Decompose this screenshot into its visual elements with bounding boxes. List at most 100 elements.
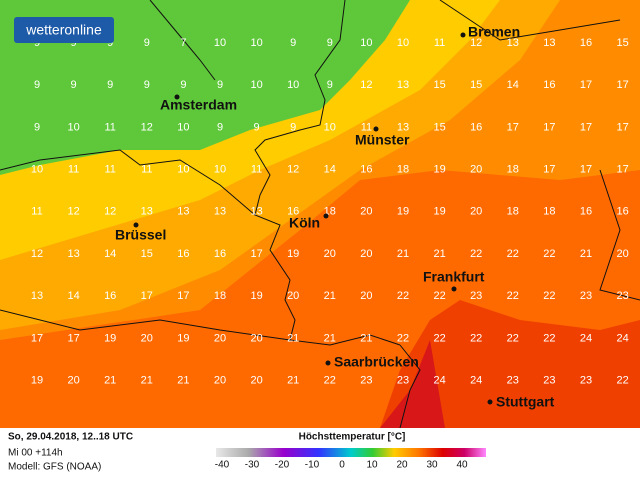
legend-title: Höchsttemperatur [°C] (299, 432, 406, 443)
legend-tick-label: 40 (456, 460, 468, 471)
grid-value: 16 (580, 37, 592, 49)
logo: wetteronline (14, 17, 114, 43)
grid-value: 19 (177, 332, 189, 344)
grid-value: 20 (616, 248, 628, 260)
grid-value: 11 (31, 206, 42, 218)
run: Mi 00 +114h (8, 448, 63, 459)
grid-value: 13 (507, 37, 519, 49)
grid-value: 17 (177, 290, 189, 302)
grid-value: 18 (507, 164, 519, 176)
city-label: Köln (289, 215, 320, 231)
grid-value: 11 (104, 121, 115, 133)
grid-value: 19 (287, 248, 299, 260)
grid-value: 21 (287, 375, 299, 387)
grid-value: 23 (580, 375, 592, 387)
grid-value: 12 (470, 37, 482, 49)
city-label: Amsterdam (160, 97, 237, 113)
grid-value: 22 (507, 290, 519, 302)
grid-value: 10 (324, 121, 336, 133)
grid-value: 12 (31, 248, 43, 260)
legend-bar (216, 448, 486, 457)
grid-value: 17 (507, 121, 519, 133)
grid-value: 12 (141, 121, 153, 133)
grid-value: 9 (217, 121, 223, 133)
grid-value: 19 (250, 290, 262, 302)
grid-value: 11 (141, 164, 152, 176)
city-label: Bremen (468, 24, 520, 40)
grid-value: 21 (287, 332, 299, 344)
cities: Bremen Amsterdam Münster Köln Brüssel Frankfu… (115, 24, 555, 410)
grid-value: 17 (67, 332, 79, 344)
grid-value: 19 (31, 375, 43, 387)
model: Modell: GFS (NOAA) (8, 462, 101, 473)
grid-value: 9 (254, 121, 260, 133)
grid-value: 9 (327, 37, 333, 49)
grid-value: 12 (360, 79, 372, 91)
grid-value: 16 (543, 79, 555, 91)
grid-value: 17 (31, 332, 43, 344)
grid-value: 20 (287, 290, 299, 302)
grid-value: 18 (397, 164, 409, 176)
grid-value: 24 (616, 332, 628, 344)
grid-value: 22 (507, 332, 519, 344)
grid-value: 16 (580, 206, 592, 218)
grid-value: 15 (616, 37, 628, 49)
grid-value: 13 (141, 206, 153, 218)
grid-value: 10 (250, 79, 262, 91)
grid-value: 21 (141, 375, 153, 387)
grid-value: 20 (250, 375, 262, 387)
grid-value: 23 (470, 290, 482, 302)
grid-value: 20 (67, 375, 79, 387)
city-label: Münster (355, 132, 410, 148)
grid-value: 17 (616, 121, 628, 133)
grid-value: 10 (177, 121, 189, 133)
grid-value: 13 (397, 121, 409, 133)
grid-value: 10 (360, 37, 372, 49)
grid-value: 17 (141, 290, 153, 302)
city-dot (451, 286, 457, 292)
grid-value: 23 (580, 290, 592, 302)
legend-tick-label: -20 (275, 460, 290, 471)
grid-value: 23 (543, 375, 555, 387)
grid-value: 14 (324, 164, 336, 176)
grid-value: 21 (397, 248, 409, 260)
grid-value: 21 (580, 248, 592, 260)
grid-value: 17 (616, 164, 628, 176)
grid-value: 9 (290, 37, 296, 49)
grid-value: 16 (470, 121, 482, 133)
grid-value: 11 (434, 37, 445, 49)
grid-value: 10 (250, 37, 262, 49)
city-label: Stuttgart (496, 394, 555, 410)
logo-text: wetteronline (25, 22, 102, 38)
grid-value: 22 (543, 248, 555, 260)
grid-value: 22 (543, 290, 555, 302)
grid-value: 9 (34, 79, 40, 91)
grid-value: 22 (543, 332, 555, 344)
grid-value: 16 (214, 248, 226, 260)
grid-value: 20 (250, 332, 262, 344)
grid-value: 16 (360, 164, 372, 176)
grid-value: 10 (214, 37, 226, 49)
grid-value: 15 (433, 121, 445, 133)
grid-value: 9 (217, 79, 223, 91)
grid-value: 9 (34, 121, 40, 133)
city-dot (323, 213, 329, 219)
grid-value: 17 (616, 79, 628, 91)
grid-value: 14 (67, 290, 79, 302)
grid-value: 22 (433, 290, 445, 302)
grid-value: 14 (104, 248, 116, 260)
grid-value: 20 (360, 248, 372, 260)
grid-value: 12 (287, 164, 299, 176)
grid-value: 22 (433, 332, 445, 344)
legend-ticks: -40 -30 -20 -10 0 10 20 30 40 (215, 460, 468, 471)
grid-value: 22 (616, 375, 628, 387)
grid-value: 10 (397, 37, 409, 49)
city-dot (174, 94, 180, 100)
grid-value: 10 (31, 164, 43, 176)
city-dot (325, 360, 331, 366)
legend-tick-label: 20 (396, 460, 408, 471)
grid-value: 13 (31, 290, 43, 302)
grid-value: 20 (470, 206, 482, 218)
grid-value: 10 (214, 164, 226, 176)
